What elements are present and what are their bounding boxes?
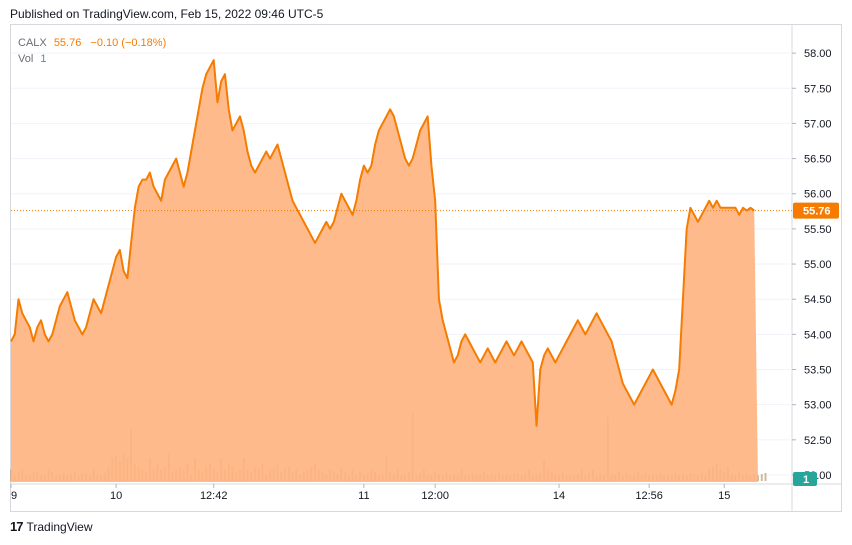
volume-bar xyxy=(757,475,759,481)
volume-label[interactable]: Vol xyxy=(18,53,34,65)
price-tick-label: 53.00 xyxy=(804,400,832,412)
volume-bar xyxy=(760,474,763,481)
chart-frame xyxy=(10,24,842,512)
price-tick-label: 53.50 xyxy=(804,365,832,377)
last-price-label: 55.76 xyxy=(793,202,839,219)
time-tick-label: 12:56 xyxy=(635,490,663,502)
price-tick-label: 57.50 xyxy=(804,83,832,95)
price-line xyxy=(10,59,755,427)
footer-branding[interactable]: 17 TradingView xyxy=(10,519,93,534)
price-area xyxy=(11,60,758,483)
price-change: −0.10 (−0.18%) xyxy=(90,37,167,49)
volume-axis-label: 1 xyxy=(793,472,817,486)
price-axis: 58.00 57.50 57.00 56.50 56.00 55.50 55.00 54.50… xyxy=(792,48,832,482)
chart-legend: CALX 55.76 −0.10 (−0.18%) Vol 1 xyxy=(18,35,166,67)
time-tick-label: 12:00 xyxy=(421,490,449,502)
volume-axis-badge xyxy=(793,472,817,486)
time-tick-label: 15 xyxy=(718,490,730,502)
price-tick-label: 57.00 xyxy=(804,118,832,130)
price-tick-label: 54.50 xyxy=(804,294,832,306)
price-tick-label: 54.00 xyxy=(804,329,832,341)
volume-axis-text: 1 xyxy=(803,474,809,486)
tradingview-logo-icon: 17 xyxy=(10,519,24,534)
price-tick-label: 56.00 xyxy=(804,189,832,201)
time-tick-label: 9 xyxy=(11,490,17,502)
last-price-text: 55.76 xyxy=(803,206,831,218)
time-axis: 9 10 12:42 11 12:00 14 12:56 15 xyxy=(10,484,730,502)
published-caption: Published on TradingView.com, Feb 15, 20… xyxy=(10,7,324,21)
time-tick-label: 10 xyxy=(110,490,122,502)
time-tick-label: 14 xyxy=(553,490,565,502)
brand-name: TradingView xyxy=(26,519,93,534)
time-tick-label: 12:42 xyxy=(200,490,228,502)
symbol-name[interactable]: CALX xyxy=(18,37,47,49)
volume-bar xyxy=(764,472,767,481)
price-tick-label: 58.00 xyxy=(804,48,832,60)
price-tick-label: 52.50 xyxy=(804,435,832,447)
price-tick-label: 56.50 xyxy=(804,154,832,166)
last-price-badge xyxy=(793,202,839,219)
price-tick-label: 55.50 xyxy=(804,224,832,236)
last-price: 55.76 xyxy=(53,37,82,49)
volume-value: 1 xyxy=(40,53,47,65)
price-tick-label: 55.00 xyxy=(804,259,832,271)
time-tick-label: 11 xyxy=(358,490,369,502)
